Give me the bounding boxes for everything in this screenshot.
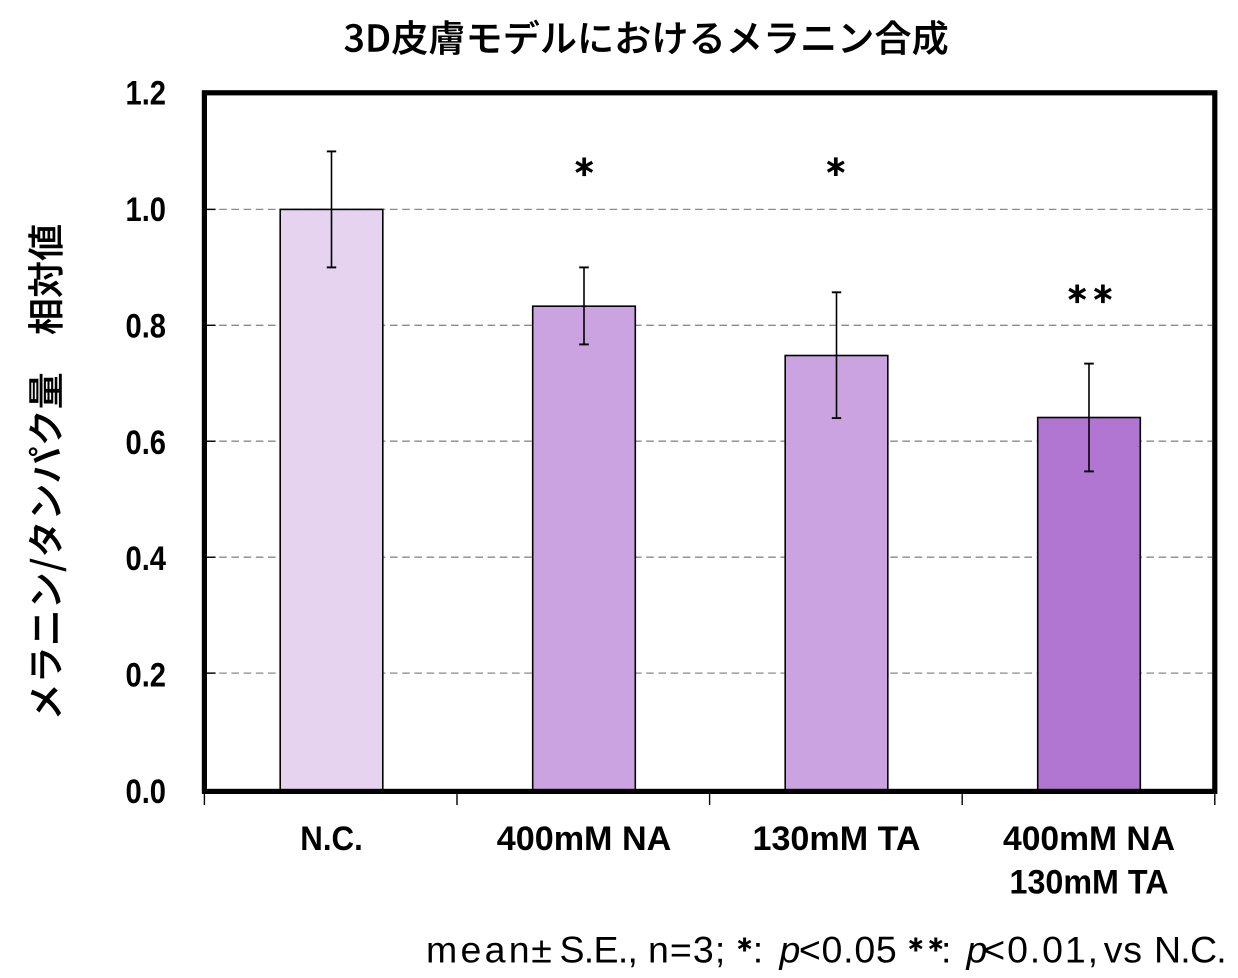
svg-text:400mM NA: 400mM NA — [1003, 820, 1175, 858]
svg-text:<0.01,: <0.01, — [983, 928, 1100, 970]
svg-text:±: ± — [531, 928, 552, 970]
svg-text:p: p — [779, 928, 801, 970]
svg-text:0.6: 0.6 — [126, 424, 167, 462]
svg-text:400mM NA: 400mM NA — [497, 820, 672, 858]
svg-text:0.4: 0.4 — [126, 540, 167, 578]
svg-text:mean: mean — [426, 928, 533, 970]
svg-text:n=3;: n=3; — [648, 928, 726, 970]
svg-text:0.2: 0.2 — [126, 656, 167, 694]
svg-text:S.E.,: S.E., — [560, 928, 638, 970]
svg-text:130mM TA: 130mM TA — [753, 820, 921, 858]
svg-text:vs: vs — [1104, 928, 1143, 970]
svg-text:130mM TA: 130mM TA — [1010, 864, 1169, 902]
svg-text:<0.05: <0.05 — [799, 928, 898, 970]
svg-text:1.0: 1.0 — [126, 191, 167, 229]
svg-text:0.0: 0.0 — [126, 773, 167, 811]
svg-text::: : — [941, 928, 951, 970]
svg-text:N.C.: N.C. — [1154, 928, 1226, 970]
svg-text:N.C.: N.C. — [300, 820, 363, 858]
svg-text:p: p — [966, 928, 988, 970]
svg-text:0.8: 0.8 — [126, 307, 167, 345]
svg-text:1.2: 1.2 — [126, 75, 167, 113]
svg-text::: : — [753, 928, 763, 970]
